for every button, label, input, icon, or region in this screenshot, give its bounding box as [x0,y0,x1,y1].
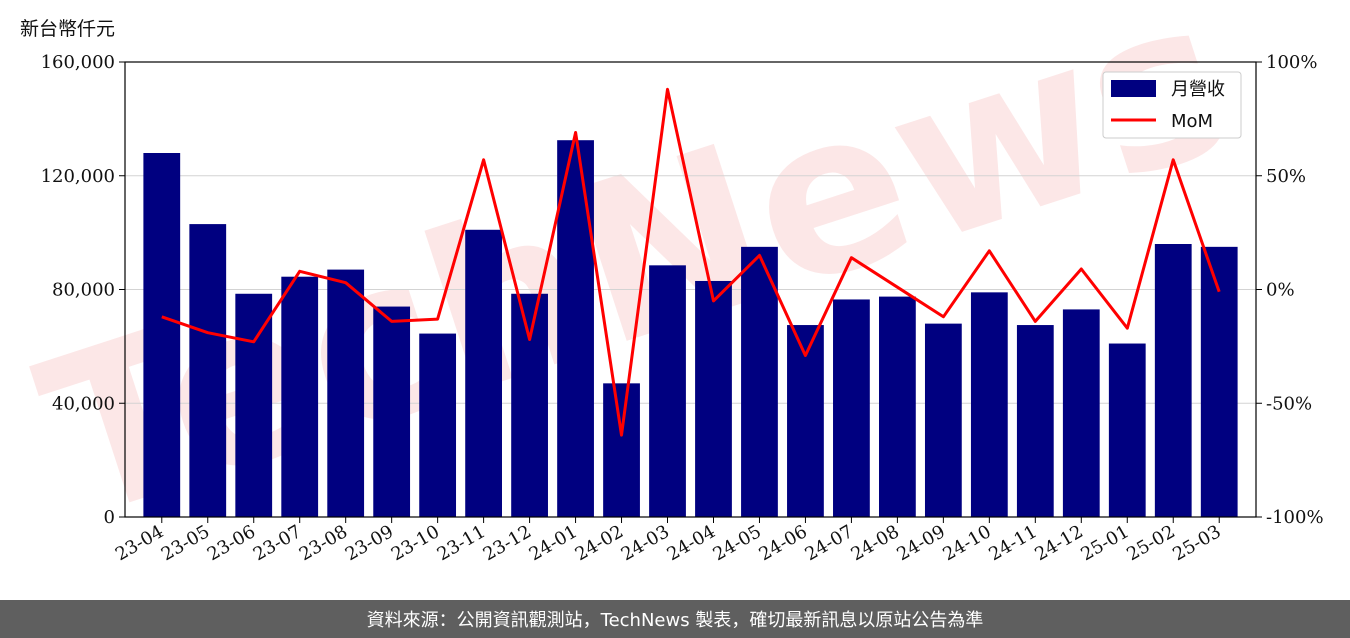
y-right-tick-label: -100% [1266,507,1324,528]
legend-bar-label: 月營收 [1171,79,1225,100]
x-tick-label: 24-01 [526,521,581,565]
revenue-bar [970,292,1008,517]
revenue-bar [924,323,962,517]
x-tick-label: 23-11 [434,521,489,565]
x-tick-label: 25-02 [1123,521,1178,565]
y-left-tick-label: 120,000 [41,166,115,187]
revenue-bar [1016,325,1054,517]
revenue-bar [787,325,824,517]
legend-bar-swatch [1111,80,1156,97]
revenue-bar [143,153,181,517]
y-axis-unit-label: 新台幣仟元 [20,18,116,40]
revenue-bar [419,333,457,517]
x-tick-label: 24-08 [847,521,902,565]
bar-series [143,140,1238,517]
y-left-tick-label: 40,000 [52,393,115,414]
legend-line-label: MoM [1171,111,1213,132]
revenue-chart: TechNews 0 -100%40,000 -50%80,000 0%120,000… [15,0,1324,569]
x-tick-label: 24-10 [939,521,994,565]
x-tick-label: 23-07 [250,521,305,565]
x-tick-label: 24-02 [572,521,627,565]
footer-source-bar: 資料來源：公開資訊觀測站，TechNews 製表，確切最新訊息以原站公告為準 [0,600,1350,638]
revenue-bar [557,140,594,517]
x-tick-label: 24-09 [893,521,948,565]
x-tick-label: 24-06 [756,521,811,565]
revenue-bar [741,246,778,517]
x-tick-label: 24-07 [801,521,856,565]
revenue-bar [649,265,686,517]
x-tick-label: 25-01 [1077,521,1132,565]
x-tick-label: 25-03 [1169,521,1224,565]
revenue-bar [465,229,502,517]
y-right-tick-label: 50% [1266,166,1306,187]
footer-source-text: 資料來源：公開資訊觀測站，TechNews 製表，確切最新訊息以原站公告為準 [366,610,984,631]
mom-line [161,87,1221,437]
revenue-bar [235,293,273,517]
revenue-bar [1108,343,1146,517]
x-tick-label: 24-12 [1031,521,1086,565]
revenue-bar [327,269,365,517]
y-left-tick-label: 80,000 [52,280,115,301]
x-tick-label: 24-04 [664,521,719,565]
x-tick-label: 23-12 [480,521,535,565]
revenue-bar [603,383,640,517]
revenue-bar [879,296,916,517]
revenue-bar [833,299,870,517]
y-right-tick-label: 100% [1266,52,1317,73]
revenue-bar [1154,244,1192,517]
x-tick-label: 23-08 [296,521,351,565]
y-left-tick-label: 0 [104,507,115,528]
y-left-tick-label: 160,000 [41,52,115,73]
revenue-bar [281,276,319,517]
mom-line-series [161,87,1221,437]
x-tick-label: 24-03 [618,521,673,565]
revenue-bar [189,224,227,517]
legend: 月營收 MoM [1102,71,1242,139]
x-tick-label: 23-10 [388,521,443,565]
revenue-bar [1062,309,1100,517]
revenue-bar [373,306,411,517]
x-tick-label: 23-09 [342,521,397,565]
x-tick-label: 24-05 [710,521,765,565]
x-tick-label: 24-11 [985,521,1040,565]
revenue-bar [1200,246,1238,517]
revenue-bar [511,293,548,517]
y-right-tick-label: -50% [1266,393,1312,414]
y-right-tick-label: 0% [1266,280,1295,301]
revenue-bar [695,280,732,517]
